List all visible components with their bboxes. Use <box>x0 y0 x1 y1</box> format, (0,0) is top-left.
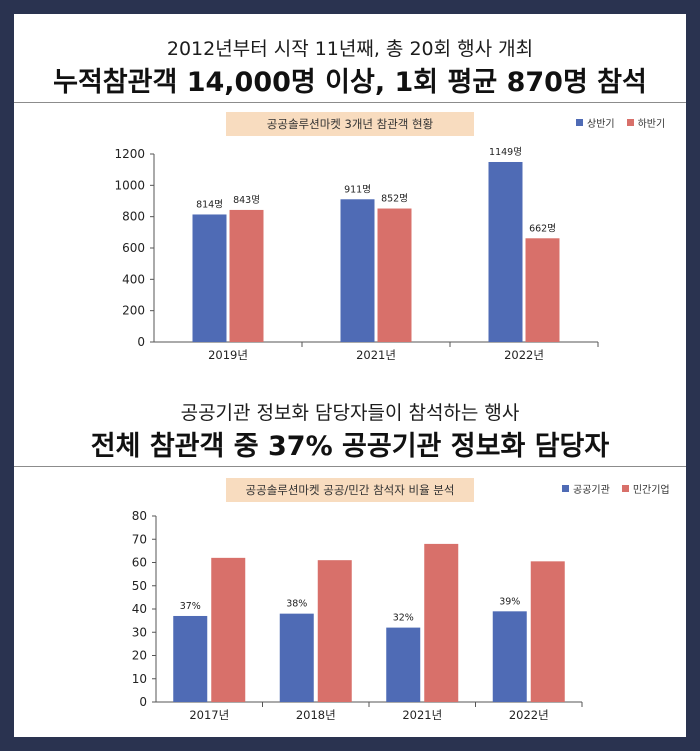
bar-series1 <box>386 627 421 702</box>
chart2-legend: 공공기관 민간기업 <box>562 481 682 496</box>
legend-item-second-half: 하반기 <box>626 115 666 130</box>
chart2-svg: 0 10 20 30 40 50 60 70 80 2017년 37% 2018년 38% 2021년 32… <box>132 509 583 722</box>
bar-series2 <box>424 543 459 702</box>
y-tick-label: 0 <box>139 695 147 709</box>
legend-label: 공공기관 <box>573 485 610 496</box>
bar-series2 <box>377 208 412 342</box>
x-tick-label: 2022년 <box>509 708 549 722</box>
y-tick-label: 600 <box>122 241 145 255</box>
x-tick-label: 2019년 <box>208 348 248 362</box>
section1-subtitle: 2012년부터 시작 11년째, 총 20회 행사 개최 <box>166 38 534 60</box>
chart1-legend: 상반기 하반기 <box>576 115 677 130</box>
chart1-svg: 0 200 400 600 800 1000 1200 2019년 814명 843명 2021년 9… <box>114 147 599 362</box>
legend-label: 하반기 <box>637 119 666 130</box>
x-tick-label: 2021년 <box>402 708 442 722</box>
y-tick-label: 200 <box>122 304 145 318</box>
y-tick-label: 20 <box>132 649 147 663</box>
chart2-title-badge: 공공솔루션마켓 공공/민간 참석자 비율 분석 <box>226 478 474 502</box>
legend-label: 민간기업 <box>632 485 670 496</box>
data-label: 911명 <box>344 184 371 195</box>
bar-series1 <box>492 611 527 702</box>
x-tick-label: 2017년 <box>189 708 229 722</box>
y-tick-label: 10 <box>132 672 147 686</box>
legend-label: 상반기 <box>587 119 615 130</box>
section2-subtitle: 공공기관 정보화 담당자들이 참석하는 행사 <box>180 402 520 424</box>
section1-divider <box>14 102 686 103</box>
data-label: 1149명 <box>489 147 522 158</box>
bar-series1 <box>488 161 523 342</box>
data-label: 32% <box>393 613 414 624</box>
bar-series2 <box>211 557 246 702</box>
y-tick-label: 800 <box>122 210 145 224</box>
data-label: 38% <box>286 599 307 610</box>
bar-series1 <box>340 199 375 342</box>
legend-item-private: 민간기업 <box>621 481 670 496</box>
legend-swatch-red <box>626 119 634 126</box>
y-tick-label: 50 <box>132 579 147 593</box>
legend-swatch-blue <box>576 119 583 126</box>
infographic-card: 2012년부터 시작 11년째, 총 20회 행사 개최 누적참관객 14,00… <box>14 14 686 737</box>
section2-divider <box>14 466 686 467</box>
y-tick-label: 0 <box>137 335 145 349</box>
bar-series2 <box>229 209 264 342</box>
data-label: 662명 <box>529 223 556 234</box>
y-tick-label: 1000 <box>114 178 145 192</box>
legend-swatch-blue <box>562 485 569 492</box>
x-tick-label: 2021년 <box>356 348 396 362</box>
y-tick-label: 400 <box>122 272 145 286</box>
legend-swatch-red <box>621 485 629 492</box>
bar-series1 <box>279 613 314 702</box>
legend-item-first-half: 상반기 <box>576 115 615 130</box>
y-tick-label: 70 <box>132 532 147 546</box>
y-tick-label: 1200 <box>114 147 145 161</box>
bar-series2 <box>317 560 352 702</box>
bar-series2 <box>530 561 565 702</box>
data-label: 852명 <box>381 194 408 205</box>
y-tick-label: 60 <box>132 556 147 570</box>
data-label: 814명 <box>196 199 223 210</box>
x-tick-label: 2022년 <box>504 348 544 362</box>
y-tick-label: 30 <box>132 625 147 639</box>
x-tick-label: 2018년 <box>296 708 336 722</box>
bar-series2 <box>525 238 560 342</box>
data-label: 39% <box>499 596 520 607</box>
bar-series1 <box>173 615 208 702</box>
y-tick-label: 80 <box>132 509 147 523</box>
chart1-title-badge: 공공솔루션마켓 3개년 참관객 현황 <box>226 112 474 136</box>
data-label: 37% <box>180 601 201 612</box>
data-label: 843명 <box>233 195 260 206</box>
y-tick-label: 40 <box>132 602 147 616</box>
bar-series1 <box>192 214 227 342</box>
section1-title: 누적참관객 14,000명 이상, 1회 평균 870명 참석 <box>53 67 647 98</box>
section2-title: 전체 참관객 중 37% 공공기관 정보화 담당자 <box>90 431 610 462</box>
legend-item-public: 공공기관 <box>562 481 610 496</box>
